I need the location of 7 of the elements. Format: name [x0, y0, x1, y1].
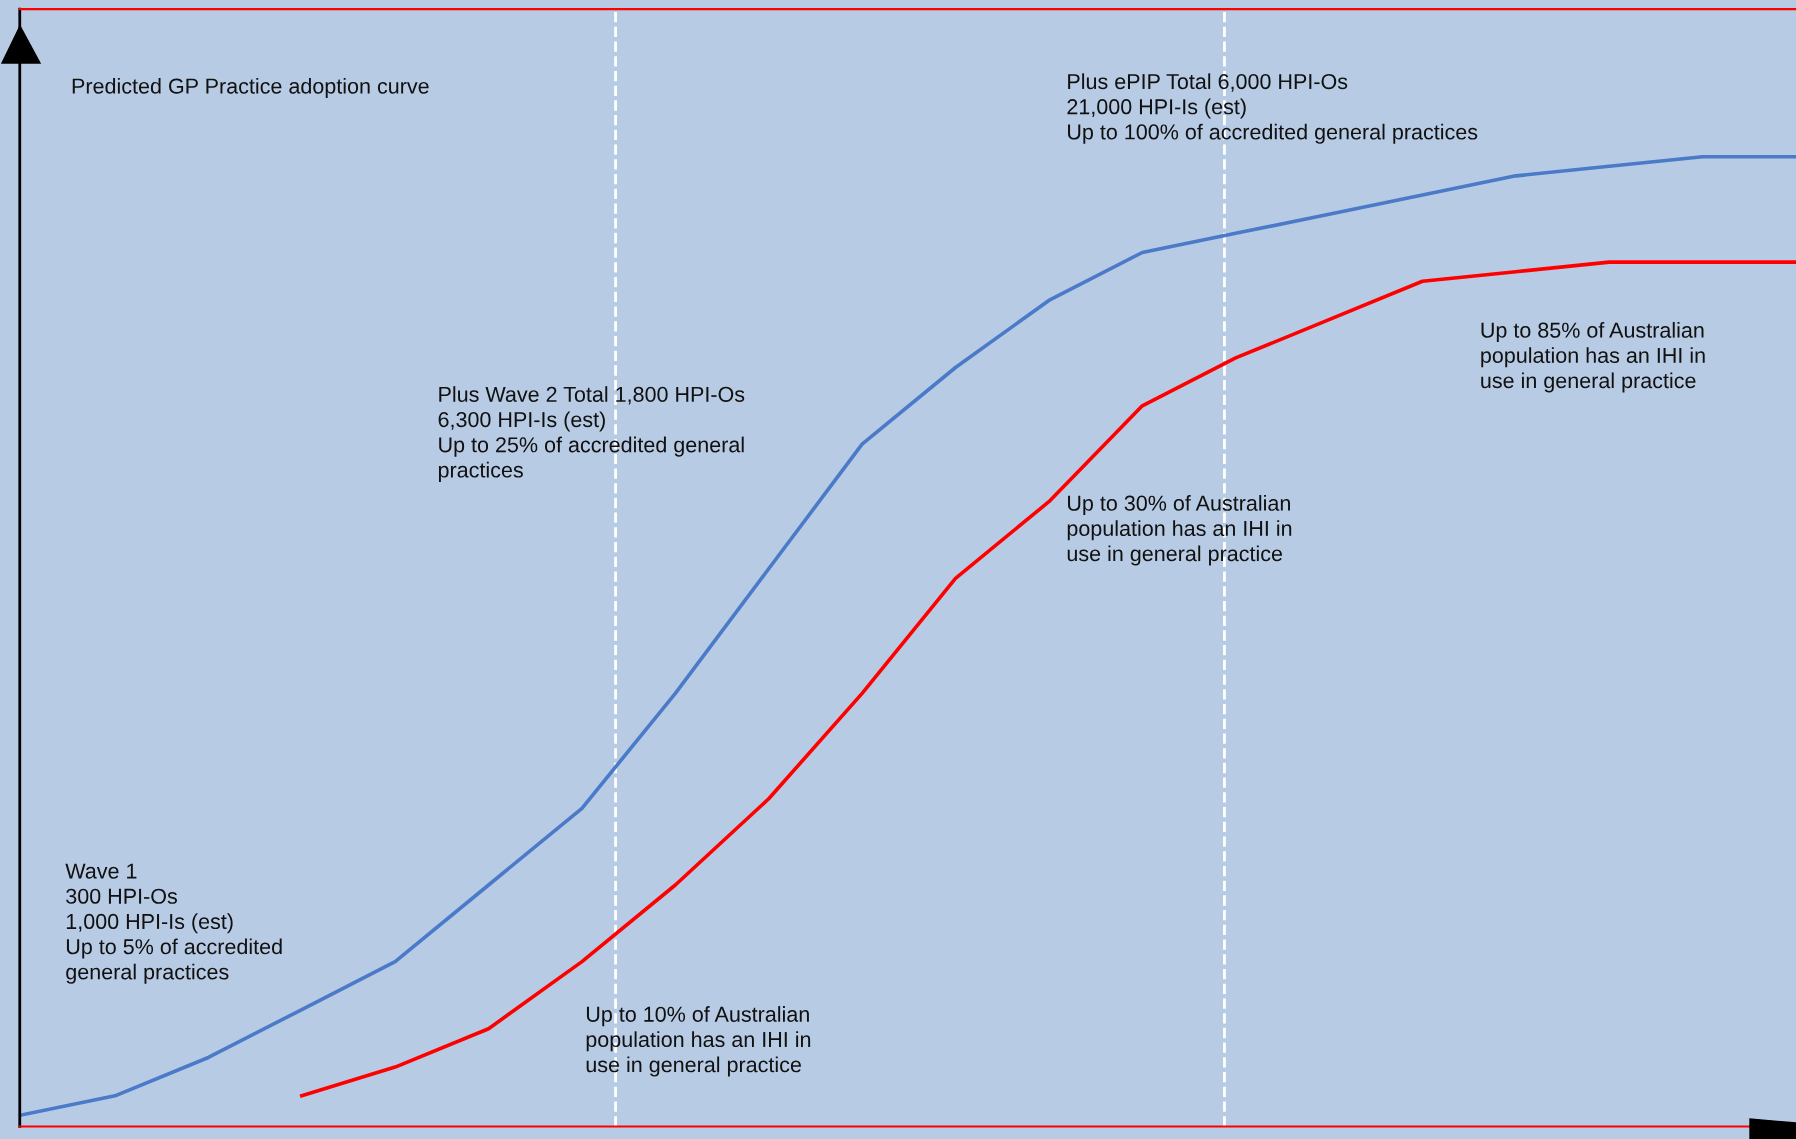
annotation: Up to 30% of Australian population has an IHI in use in general practice: [1067, 495, 1292, 566]
annotation: Plus Wave 2 Total 1,800 HPI-Os 6,300 HPI-Is (est) Up to 25% of accredited general practices: [438, 386, 745, 482]
annotation: Wave 1 300 HPI-Os 1,000 HPI-Is (est) Up to 5% of accredited general practices: [65, 863, 282, 984]
annotation: Up to 10% of Australian population has an IHI in use in general practice: [586, 1006, 811, 1077]
annotation: Up to 85% of Australian population has an IHI in use in general practice: [1481, 321, 1705, 393]
text: Plus ePIP Total 6,000 HPI-Os 21,000 HPI-Is (est) Up to 100% of accredited general practices: [1067, 73, 1478, 144]
text: Predicted GP Practice adoption curve: [72, 77, 429, 98]
